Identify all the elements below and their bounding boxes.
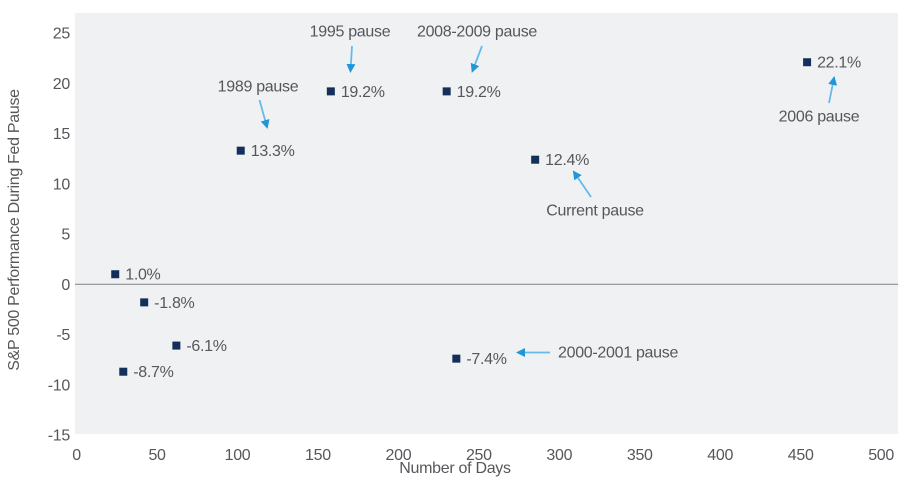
annotations-layer: 1995 pause 2008-2009 pause 1989 pause Curre… [218, 24, 860, 362]
annotation-label: 1989 pause [218, 79, 299, 96]
data-point-label: -7.4% [466, 351, 506, 368]
x-tick-label: 350 [627, 447, 653, 464]
data-point [326, 87, 335, 96]
data-point [172, 341, 181, 350]
x-axis-ticks: 0 50 100 150 200 250 300 350 400 450 500 [72, 447, 894, 464]
data-point [531, 155, 540, 164]
data-point-label: 19.2% [457, 84, 501, 101]
x-tick-label: 250 [466, 447, 492, 464]
annotation-arrow [572, 170, 592, 198]
x-tick-label: 150 [305, 447, 331, 464]
x-tick-label: 0 [72, 447, 81, 464]
x-tick-label: 450 [788, 447, 814, 464]
y-tick-label: 0 [61, 277, 70, 294]
y-tick-label: 20 [53, 76, 71, 93]
y-axis-ticks: 25 20 15 10 5 0 -5 -10 -15 [48, 26, 71, 445]
annotation-arrow [346, 45, 356, 73]
plot-area [75, 13, 898, 434]
annotation-label: 1995 pause [310, 24, 391, 41]
y-tick-label: -15 [48, 428, 71, 445]
y-tick-label: 15 [53, 126, 71, 143]
data-point [803, 58, 812, 67]
data-point-label: 22.1% [817, 55, 861, 72]
annotation-label: Current pause [546, 203, 644, 220]
data-point-label: 1.0% [125, 267, 160, 284]
data-point [140, 298, 149, 307]
y-tick-label: 10 [53, 176, 71, 193]
data-points-layer: 1.0% -1.8% -6.1% -8.7% 13.3% 19.2% 19.2% -7.4% 1… [111, 55, 861, 381]
data-point-label: -8.7% [133, 364, 173, 381]
annotation-arrow [258, 99, 270, 129]
y-tick-label: 25 [53, 26, 71, 43]
x-tick-label: 200 [386, 447, 412, 464]
plot-background-layer [75, 13, 898, 434]
data-point [452, 354, 461, 363]
annotation-label: 2006 pause [779, 109, 860, 126]
y-tick-label: -10 [48, 377, 71, 394]
x-tick-label: 400 [707, 447, 733, 464]
annotation-arrow [828, 76, 838, 104]
x-tick-label: 500 [868, 447, 894, 464]
data-point [111, 270, 120, 279]
data-point-label: -6.1% [186, 338, 226, 355]
data-point-label: 12.4% [545, 152, 589, 169]
annotation-label: 2008-2009 pause [417, 24, 537, 41]
data-point [236, 146, 245, 155]
y-axis-title: S&P 500 Performance During Fed Pause [6, 89, 23, 371]
data-point [119, 367, 128, 376]
data-point [442, 87, 451, 96]
y-tick-label: 5 [61, 227, 70, 244]
x-tick-label: 300 [546, 447, 572, 464]
x-tick-label: 100 [225, 447, 251, 464]
annotation-arrow [470, 45, 483, 73]
y-tick-label: -5 [56, 327, 70, 344]
x-axis-title: Number of Days [399, 460, 511, 477]
data-point-label: 13.3% [251, 143, 295, 160]
x-tick-label: 50 [148, 447, 166, 464]
annotation-label: 2000-2001 pause [558, 345, 678, 362]
data-point-label: 19.2% [341, 84, 385, 101]
data-point-label: -1.8% [154, 295, 194, 312]
